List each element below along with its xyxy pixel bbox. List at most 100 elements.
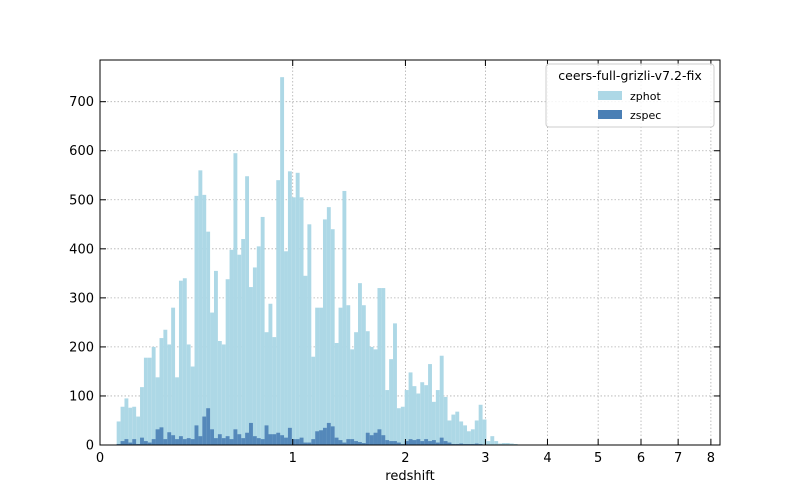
bar-zspec	[365, 432, 370, 445]
axes	[99, 59, 721, 446]
bar-zphot	[307, 224, 312, 445]
bar-zphot	[237, 254, 242, 445]
bar-zspec	[190, 439, 195, 445]
x-axis-label: redshift	[385, 469, 434, 484]
x-tick-label: 5	[594, 451, 602, 466]
bar-zspec	[385, 440, 390, 445]
bar-zspec	[338, 440, 343, 445]
bar-zphot	[198, 170, 203, 445]
bar-zphot	[171, 307, 176, 445]
bar-zphot	[463, 425, 467, 445]
bar-zspec	[373, 432, 378, 445]
bar-zphot	[175, 377, 179, 445]
bar-zphot	[132, 406, 137, 445]
bar-zphot	[186, 344, 191, 445]
bar-zphot	[478, 404, 483, 445]
bar-zspec	[284, 437, 288, 445]
bar-zspec	[307, 442, 312, 445]
bar-zphot	[424, 385, 429, 445]
bar-zspec	[443, 441, 448, 445]
bar-zspec	[389, 441, 394, 445]
x-tick-label: 1	[289, 451, 297, 466]
bar-zspec	[159, 427, 164, 445]
bar-zphot	[284, 251, 288, 445]
bar-zspec	[280, 435, 285, 445]
bar-zphot	[272, 337, 277, 445]
bar-zspec	[182, 439, 187, 445]
bar-zspec	[431, 440, 436, 445]
bar-zphot	[264, 332, 269, 445]
legend: ceers-full-grizli-v7.2-fix zphot zspec	[545, 63, 715, 128]
y-tick-label: 600	[69, 144, 94, 159]
bar-zphot	[373, 349, 378, 445]
bar-zphot	[505, 443, 510, 445]
bar-zspec	[120, 441, 125, 445]
bar-zspec	[424, 439, 429, 445]
bar-zphot	[326, 207, 331, 445]
bar-zphot	[377, 288, 382, 445]
bar-zspec	[233, 429, 238, 445]
bar-zspec	[140, 437, 144, 445]
bar-zphot	[249, 287, 253, 445]
bar-zphot	[435, 390, 440, 445]
bar-zspec	[276, 432, 281, 445]
bar-zphot	[330, 229, 335, 445]
bar-zphot	[431, 401, 436, 445]
bar-zspec	[217, 434, 222, 445]
bar-zspec	[124, 439, 129, 445]
bar-zspec	[342, 442, 347, 445]
bar-zphot	[350, 349, 355, 445]
x-tick-label: 4	[543, 451, 551, 466]
bar-zphot	[178, 280, 183, 445]
bar-zphot	[213, 270, 218, 445]
bar-zphot	[474, 420, 479, 445]
bar-zspec	[404, 441, 409, 445]
bar-zphot	[190, 366, 195, 445]
bar-zspec	[412, 440, 417, 445]
bar-zphot	[167, 344, 172, 445]
bar-zspec	[369, 435, 374, 445]
bar-zphot	[466, 431, 471, 445]
bar-zspec	[132, 439, 137, 445]
bar-zspec	[303, 442, 308, 445]
bar-zspec	[381, 435, 386, 445]
bar-zphot	[439, 355, 444, 445]
bar-zphot	[315, 307, 320, 445]
bar-zspec	[346, 439, 351, 445]
bar-zphot	[225, 279, 230, 445]
series-zspec	[116, 408, 720, 445]
bar-zspec	[202, 416, 207, 445]
bar-zphot	[245, 176, 250, 446]
bar-zphot	[124, 398, 129, 445]
bar-zphot	[252, 267, 257, 445]
bar-zphot	[396, 408, 401, 445]
bar-zspec	[396, 442, 401, 445]
bar-zspec	[295, 439, 300, 445]
bar-zspec	[260, 439, 265, 445]
bar-zspec	[393, 441, 397, 445]
bar-zspec	[264, 425, 269, 445]
bar-zphot	[455, 411, 460, 445]
bar-zspec	[249, 422, 253, 445]
bar-zspec	[377, 429, 382, 445]
bar-zspec	[334, 437, 339, 445]
bar-zphot	[287, 171, 292, 445]
bar-zspec	[210, 429, 214, 445]
bar-zphot	[365, 331, 370, 445]
bar-zphot	[136, 416, 141, 445]
bar-zspec	[361, 443, 366, 445]
bar-zspec	[447, 442, 452, 445]
bar-zphot	[319, 307, 323, 445]
bar-zphot	[346, 305, 351, 445]
bar-zspec	[147, 442, 152, 445]
bar-zphot	[502, 443, 506, 445]
bar-zphot	[358, 283, 362, 445]
bar-zphot	[459, 421, 464, 445]
bar-zphot	[389, 359, 394, 445]
bar-zspec	[155, 429, 160, 445]
x-tick-label: 7	[674, 451, 682, 466]
bar-zphot	[404, 390, 409, 445]
bar-zphot	[140, 387, 144, 445]
bar-zphot	[163, 329, 168, 445]
bar-zphot	[268, 303, 273, 445]
